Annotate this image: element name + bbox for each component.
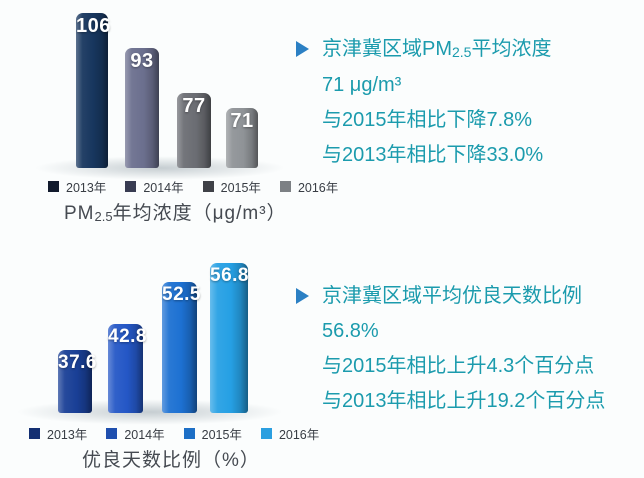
chart-title-pm25: PM2.5年均浓度（μg/m³） bbox=[64, 198, 287, 225]
bar-value-label: 106 bbox=[76, 15, 111, 37]
bar-value-label: 52.5 bbox=[162, 284, 201, 305]
bar-pm25-2014: 93 bbox=[125, 48, 159, 168]
bar-days-2014: 42.8 bbox=[108, 324, 147, 413]
bar-value-label: 37.6 bbox=[58, 352, 97, 373]
bullet-arrow-icon bbox=[296, 41, 309, 57]
title-text: PM bbox=[64, 203, 95, 224]
annotation-text: 平均浓度 bbox=[471, 38, 552, 60]
legend-label: 2016年 bbox=[278, 428, 320, 442]
legend-swatch-2015 bbox=[202, 181, 214, 192]
bar-days-2015: 52.5 bbox=[162, 282, 201, 413]
bar-pm25-2013: 106 bbox=[76, 13, 111, 168]
legend-swatch-2016 bbox=[279, 181, 291, 192]
annotation-line-vs2013: 与2013年相比下降33.0% bbox=[322, 144, 544, 166]
legend-label: 2015年 bbox=[220, 181, 261, 195]
legend-swatch-2014 bbox=[125, 181, 137, 192]
bar-days-2016: 56.8 bbox=[210, 263, 248, 413]
annotation-days: 京津冀区域平均优良天数比例 56.8% 与2015年相比上升4.3个百分点 与2… bbox=[296, 283, 632, 423]
legend-label: 2013年 bbox=[66, 181, 107, 195]
annotation-line-value: 71 μg/m³ bbox=[322, 74, 402, 96]
legend-label: 2015年 bbox=[201, 428, 242, 442]
annotation-pm25: 京津冀区域PM2.5平均浓度 71 μg/m³ 与2015年相比下降7.8% 与… bbox=[296, 36, 632, 177]
legend-item-2014: 2014年 bbox=[106, 424, 165, 443]
annotation-line-title: 京津冀区域平均优良天数比例 bbox=[322, 285, 582, 307]
bullet-arrow-icon bbox=[296, 288, 309, 304]
chart-title-days: 优良天数比例（%） bbox=[82, 445, 260, 472]
bar-value-label: 71 bbox=[230, 110, 254, 132]
title-subscript: 2.5 bbox=[94, 209, 113, 224]
title-text: 年均浓度（μg/m³） bbox=[112, 203, 287, 224]
bar-days-2013: 37.6 bbox=[58, 350, 97, 413]
legend-item-2013: 2013年 bbox=[48, 177, 106, 196]
annotation-text: 京津冀区域PM bbox=[322, 38, 452, 60]
legend-swatch-2016 bbox=[260, 428, 272, 439]
legend-item-2016: 2016年 bbox=[279, 177, 339, 196]
legend-label: 2014年 bbox=[124, 428, 165, 442]
legend-label: 2016年 bbox=[297, 181, 339, 195]
legend-item-2015: 2015年 bbox=[202, 177, 261, 196]
title-text: 优良天数比例（%） bbox=[82, 450, 260, 471]
annotation-line-title: 京津冀区域PM2.5平均浓度 bbox=[322, 36, 632, 63]
legend-item-2014: 2014年 bbox=[125, 177, 184, 196]
legend-item-2015: 2015年 bbox=[183, 424, 242, 443]
legend-pm25: 2013年 2014年 2015年 2016年 bbox=[48, 177, 338, 196]
bar-value-label: 56.8 bbox=[210, 265, 249, 286]
annotation-line-vs2015: 与2015年相比下降7.8% bbox=[322, 109, 533, 131]
bar-pm25-2016: 71 bbox=[226, 108, 258, 168]
legend-swatch-2015 bbox=[183, 428, 195, 439]
legend-label: 2013年 bbox=[47, 428, 88, 442]
legend-swatch-2013 bbox=[29, 428, 40, 439]
annotation-subscript: 2.5 bbox=[452, 44, 472, 60]
legend-swatch-2013 bbox=[48, 181, 59, 192]
legend-item-2013: 2013年 bbox=[29, 424, 87, 443]
legend-label: 2014年 bbox=[143, 181, 184, 195]
bar-value-label: 42.8 bbox=[108, 326, 147, 347]
bar-value-label: 93 bbox=[130, 50, 154, 72]
bar-value-label: 77 bbox=[182, 95, 206, 117]
annotation-line-value: 56.8% bbox=[322, 320, 379, 342]
bar-pm25-2015: 77 bbox=[177, 93, 211, 168]
legend-item-2016: 2016年 bbox=[260, 424, 320, 443]
annotation-line-vs2015: 与2015年相比上升4.3个百分点 bbox=[322, 355, 595, 377]
legend-swatch-2014 bbox=[106, 428, 118, 439]
legend-days: 2013年 2014年 2015年 2016年 bbox=[29, 424, 319, 443]
annotation-line-vs2013: 与2013年相比上升19.2个百分点 bbox=[322, 390, 606, 412]
